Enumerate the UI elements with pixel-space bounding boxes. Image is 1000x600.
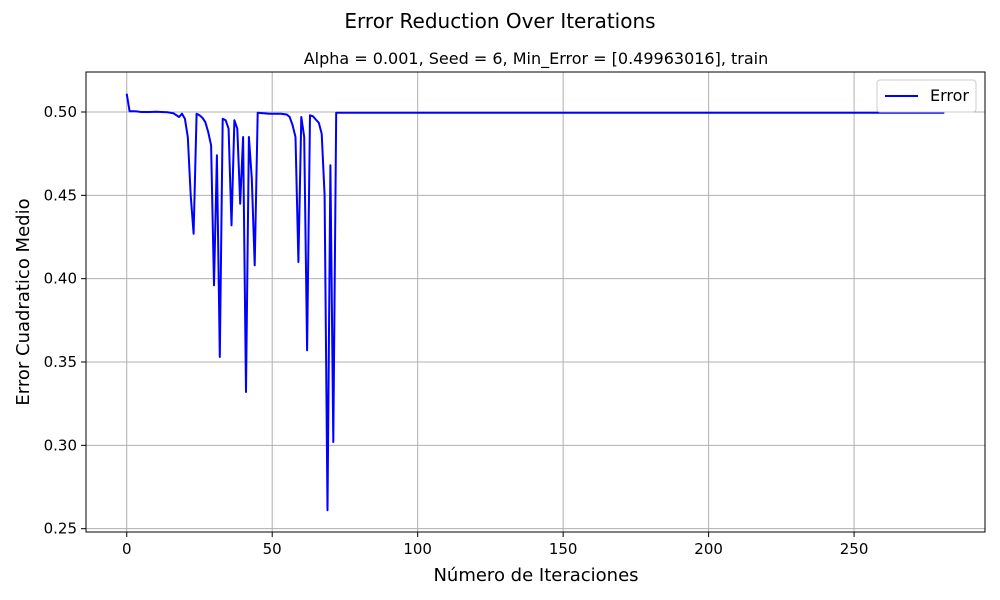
x-tick-label: 200 [694,540,723,558]
x-tick-label: 0 [122,540,132,558]
y-tick-label: 0.50 [44,103,77,121]
y-tick-label: 0.30 [44,436,77,454]
y-tick-label: 0.40 [44,270,77,288]
ticks: 0 50 100 150 200 250 0.25 0.30 0.35 0.40 0.45 0.50 [44,103,869,558]
plot-frame [85,71,986,533]
y-tick-label: 0.45 [44,186,77,204]
y-tick-label: 0.35 [44,353,77,371]
x-tick-label: 50 [263,540,282,558]
grid [86,72,985,532]
legend-box [876,79,977,113]
x-tick-label: 250 [840,540,869,558]
x-tick-label: 100 [403,540,432,558]
x-axis-label: Número de Iteraciones [433,565,638,586]
figure-title: Error Reduction Over Iterations [344,9,655,33]
chart-subtitle: Alpha = 0.001, Seed = 6, Min_Error = [0.… [304,49,769,69]
y-axis-label: Error Cuadratico Medio [13,198,34,405]
x-tick-label: 150 [549,540,578,558]
legend-label-error: Error [930,86,969,105]
series-layer [125,93,945,512]
legend: Error [876,79,977,113]
series-line-error [125,93,945,512]
y-tick-label: 0.25 [44,520,77,538]
